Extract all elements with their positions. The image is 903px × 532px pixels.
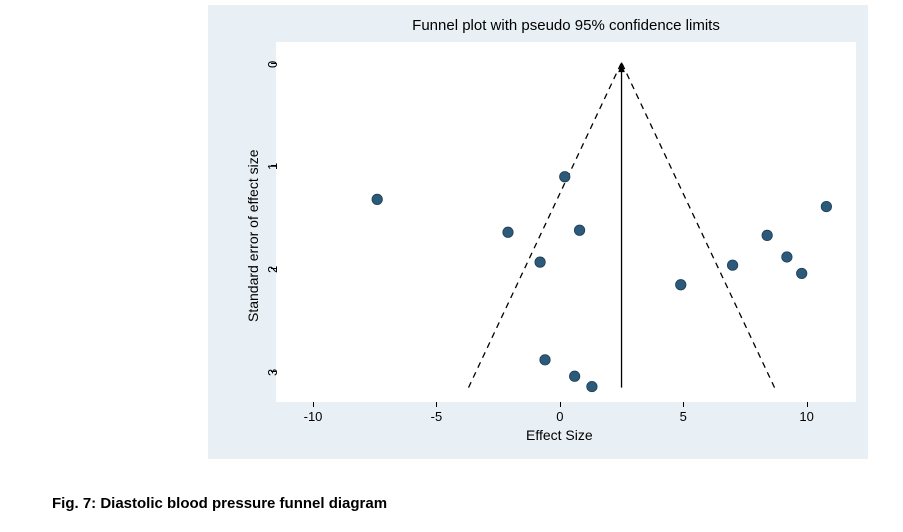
plot-svg [276, 42, 856, 402]
axis-tick [807, 402, 808, 407]
axis-tick [683, 402, 684, 407]
y-tick-label: 3 [265, 369, 280, 376]
plot-area [276, 42, 856, 402]
y-tick-label: 2 [265, 266, 280, 273]
axis-tick [313, 402, 314, 407]
axis-tick [271, 268, 276, 269]
x-axis-label: Effect Size [526, 427, 593, 443]
y-tick-label: 0 [265, 60, 280, 67]
axis-tick [560, 402, 561, 407]
figure-container: Funnel plot with pseudo 95% confidence l… [0, 0, 903, 532]
axis-tick [271, 165, 276, 166]
axis-tick [271, 371, 276, 372]
y-axis-label: Standard error of effect size [245, 150, 261, 323]
axis-tick [436, 402, 437, 407]
x-tick-label: 0 [548, 409, 572, 424]
x-tick-label: 5 [671, 409, 695, 424]
y-tick-label: 1 [265, 163, 280, 170]
x-tick-label: 10 [795, 409, 819, 424]
x-tick-label: -5 [424, 409, 448, 424]
axis-tick [271, 63, 276, 64]
figure-caption: Fig. 7: Diastolic blood pressure funnel … [52, 495, 387, 512]
chart-title: Funnel plot with pseudo 95% confidence l… [396, 17, 736, 34]
x-tick-label: -10 [301, 409, 325, 424]
